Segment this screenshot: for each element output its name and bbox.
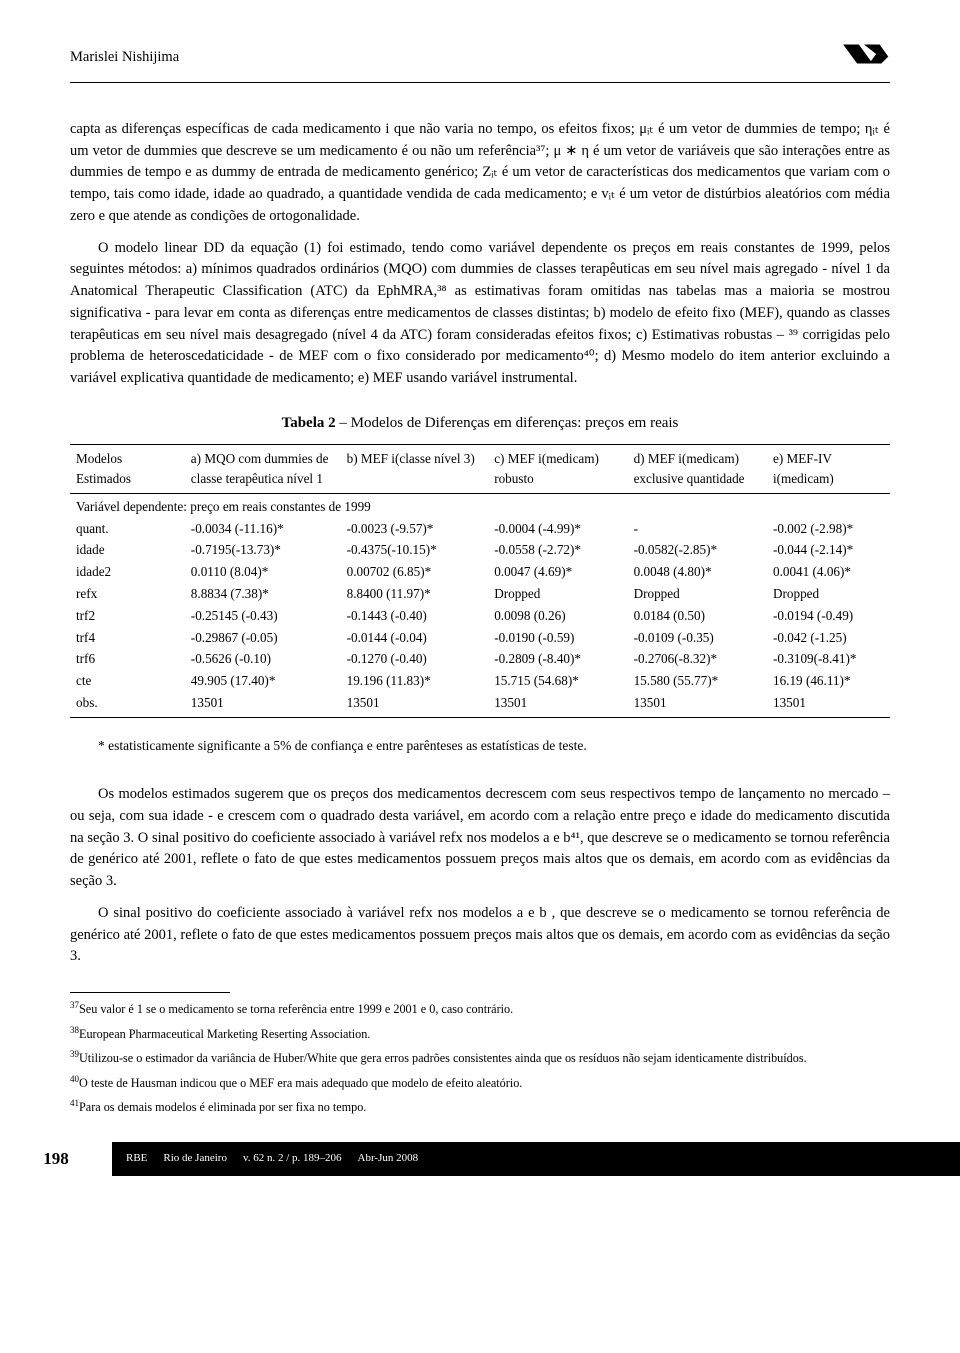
table-row: idade-0.7195(-13.73)*-0.4375(-10.15)*-0.… (70, 539, 890, 561)
table-cell: 0.00702 (6.85)* (341, 561, 489, 583)
table-cell: idade2 (70, 561, 185, 583)
table-cell: 13501 (341, 692, 489, 717)
table-row: refx8.8834 (7.38)*8.8400 (11.97)*Dropped… (70, 583, 890, 605)
table-row: cte49.905 (17.40)*19.196 (11.83)*15.715 … (70, 670, 890, 692)
table-cell: 16.19 (46.11)* (767, 670, 890, 692)
table-cell: cte (70, 670, 185, 692)
table-cell: -0.042 (-1.25) (767, 627, 890, 649)
table-row: quant.-0.0034 (-11.16)*-0.0023 (-9.57)*-… (70, 518, 890, 540)
page-header: Marislei Nishijima (70, 40, 890, 83)
table-cell: 0.0110 (8.04)* (185, 561, 341, 583)
table-row: trf4-0.29867 (-0.05)-0.0144 (-0.04)-0.01… (70, 627, 890, 649)
table-cell: trf4 (70, 627, 185, 649)
table-cell: -0.0023 (-9.57)* (341, 518, 489, 540)
table-cell: -0.1270 (-0.40) (341, 648, 489, 670)
col-header: d) MEF i(medicam) exclusive quantidade (628, 445, 767, 494)
table-cell: Dropped (488, 583, 627, 605)
table-cell: refx (70, 583, 185, 605)
col-header: Modelos Estimados (70, 445, 185, 494)
table-cell: -0.0034 (-11.16)* (185, 518, 341, 540)
table-cell: 13501 (767, 692, 890, 717)
table-header-row: Modelos Estimados a) MQO com dummies de … (70, 445, 890, 494)
footer-vol: v. 62 n. 2 / p. 189–206 (243, 1150, 342, 1167)
table-cell: 19.196 (11.83)* (341, 670, 489, 692)
footnote-38: 38European Pharmaceutical Marketing Rese… (70, 1024, 890, 1043)
table-row: trf6-0.5626 (-0.10)-0.1270 (-0.40)-0.280… (70, 648, 890, 670)
table-cell: -0.0004 (-4.99)* (488, 518, 627, 540)
table-cell: 15.580 (55.77)* (628, 670, 767, 692)
table-cell: -0.0190 (-0.59) (488, 627, 627, 649)
table-row: idade20.0110 (8.04)*0.00702 (6.85)*0.004… (70, 561, 890, 583)
table-cell: -0.25145 (-0.43) (185, 605, 341, 627)
table-cell: -0.5626 (-0.10) (185, 648, 341, 670)
results-table: Modelos Estimados a) MQO com dummies de … (70, 444, 890, 718)
table-cell: -0.0582(-2.85)* (628, 539, 767, 561)
table-caption-text: – Modelos de Diferenças em diferenças: p… (336, 415, 679, 431)
footer-date: Abr-Jun 2008 (358, 1150, 419, 1167)
page-footer: 198 RBE Rio de Janeiro v. 62 n. 2 / p. 1… (0, 1142, 960, 1176)
table-cell: -0.2809 (-8.40)* (488, 648, 627, 670)
table-cell: -0.0109 (-0.35) (628, 627, 767, 649)
col-header: b) MEF i(classe nível 3) (341, 445, 489, 494)
table-label: Tabela 2 (282, 415, 336, 431)
footer-city: Rio de Janeiro (163, 1150, 227, 1167)
table-cell: 13501 (185, 692, 341, 717)
table-cell: 8.8400 (11.97)* (341, 583, 489, 605)
table-cell: -0.0558 (-2.72)* (488, 539, 627, 561)
table-cell: 13501 (628, 692, 767, 717)
table-cell: trf6 (70, 648, 185, 670)
table-cell: -0.4375(-10.15)* (341, 539, 489, 561)
table-cell: 49.905 (17.40)* (185, 670, 341, 692)
paragraph-2: O modelo linear DD da equação (1) foi es… (70, 238, 890, 390)
table-cell: 13501 (488, 692, 627, 717)
table-cell: 0.0041 (4.06)* (767, 561, 890, 583)
table-row: obs.1350113501135011350113501 (70, 692, 890, 717)
page-number: 198 (0, 1146, 112, 1172)
footnotes-rule (70, 992, 230, 993)
table-cell: 0.0048 (4.80)* (628, 561, 767, 583)
table-cell: -0.2706(-8.32)* (628, 648, 767, 670)
table-caption: Tabela 2 – Modelos de Diferenças em dife… (70, 412, 890, 435)
table-cell: -0.044 (-2.14)* (767, 539, 890, 561)
footnote-39: 39Utilizou-se o estimador da variância d… (70, 1048, 890, 1067)
table-cell: Dropped (767, 583, 890, 605)
table-row: trf2-0.25145 (-0.43)-0.1443 (-0.40)0.009… (70, 605, 890, 627)
footer-meta: RBE Rio de Janeiro v. 62 n. 2 / p. 189–2… (112, 1150, 418, 1167)
table-cell: 0.0098 (0.26) (488, 605, 627, 627)
table-cell: 0.0047 (4.69)* (488, 561, 627, 583)
table-cell: quant. (70, 518, 185, 540)
author-name: Marislei Nishijima (70, 47, 179, 69)
footnote-41: 41Para os demais modelos é eliminada por… (70, 1097, 890, 1116)
paragraph-4: O sinal positivo do coeficiente associad… (70, 903, 890, 968)
table-cell: -0.0194 (-0.49) (767, 605, 890, 627)
table-cell: -0.7195(-13.73)* (185, 539, 341, 561)
table-cell: -0.0144 (-0.04) (341, 627, 489, 649)
table-cell: trf2 (70, 605, 185, 627)
table-cell: obs. (70, 692, 185, 717)
paragraph-1: capta as diferenças específicas de cada … (70, 119, 890, 228)
table-cell: Dropped (628, 583, 767, 605)
footnote-40: 40O teste de Hausman indicou que o MEF e… (70, 1073, 890, 1092)
table-cell: -0.002 (-2.98)* (767, 518, 890, 540)
table-cell: 15.715 (54.68)* (488, 670, 627, 692)
footer-journal: RBE (126, 1150, 147, 1167)
paragraph-3: Os modelos estimados sugerem que os preç… (70, 784, 890, 893)
table-cell: -0.29867 (-0.05) (185, 627, 341, 649)
table-section-row: Variável dependente: preço em reais cons… (70, 493, 890, 517)
col-header: c) MEF i(medicam) robusto (488, 445, 627, 494)
footnote-37: 37Seu valor é 1 se o medicamento se torn… (70, 999, 890, 1018)
table-cell: -0.3109(-8.41)* (767, 648, 890, 670)
table-section-cell: Variável dependente: preço em reais cons… (70, 493, 890, 517)
table-cell: 0.0184 (0.50) (628, 605, 767, 627)
col-header: a) MQO com dummies de classe terapêutica… (185, 445, 341, 494)
col-header: e) MEF-IV i(medicam) (767, 445, 890, 494)
table-cell: idade (70, 539, 185, 561)
publisher-logo-icon (838, 40, 890, 76)
table-footnote: * estatisticamente significante a 5% de … (70, 736, 890, 756)
table-cell: -0.1443 (-0.40) (341, 605, 489, 627)
table-cell: 8.8834 (7.38)* (185, 583, 341, 605)
table-cell: - (628, 518, 767, 540)
